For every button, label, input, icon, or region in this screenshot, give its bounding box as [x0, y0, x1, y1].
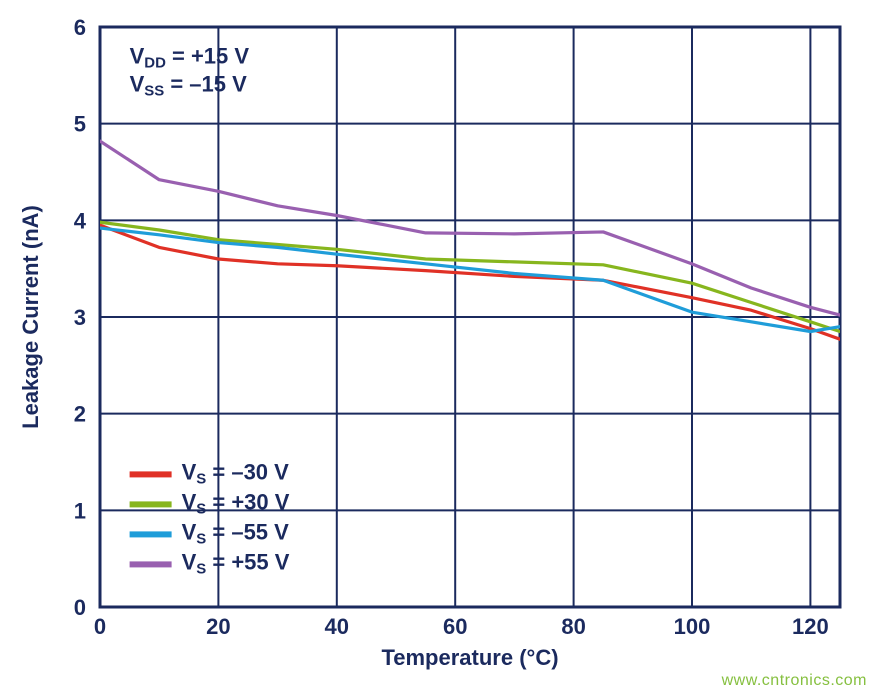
x-tick-label: 80: [561, 614, 585, 639]
y-tick-label: 0: [74, 595, 86, 620]
x-tick-label: 120: [792, 614, 829, 639]
x-tick-label: 40: [325, 614, 349, 639]
chart-container: 0 20 40 60 80 100 120 0 1 2 3 4 5 6 Temperature (°C) Le…: [0, 0, 877, 694]
legend-swatch: [130, 471, 172, 477]
y-tick-label: 2: [74, 402, 86, 427]
legend-swatch: [130, 561, 172, 567]
y-tick-label: 1: [74, 498, 86, 523]
y-tick-label: 3: [74, 305, 86, 330]
leakage-current-chart: 0 20 40 60 80 100 120 0 1 2 3 4 5 6 Temperature (°C) Le…: [0, 0, 877, 694]
y-tick-label: 6: [74, 15, 86, 40]
y-axis-title: Leakage Current (nA): [18, 205, 43, 429]
x-tick-label: 20: [206, 614, 230, 639]
x-axis-title: Temperature (°C): [381, 645, 558, 670]
x-tick-label: 100: [674, 614, 711, 639]
legend-swatch: [130, 501, 172, 507]
x-tick-label: 0: [94, 614, 106, 639]
y-tick-label: 4: [74, 208, 87, 233]
legend-swatch: [130, 531, 172, 537]
y-tick-label: 5: [74, 112, 86, 137]
x-tick-label: 60: [443, 614, 467, 639]
